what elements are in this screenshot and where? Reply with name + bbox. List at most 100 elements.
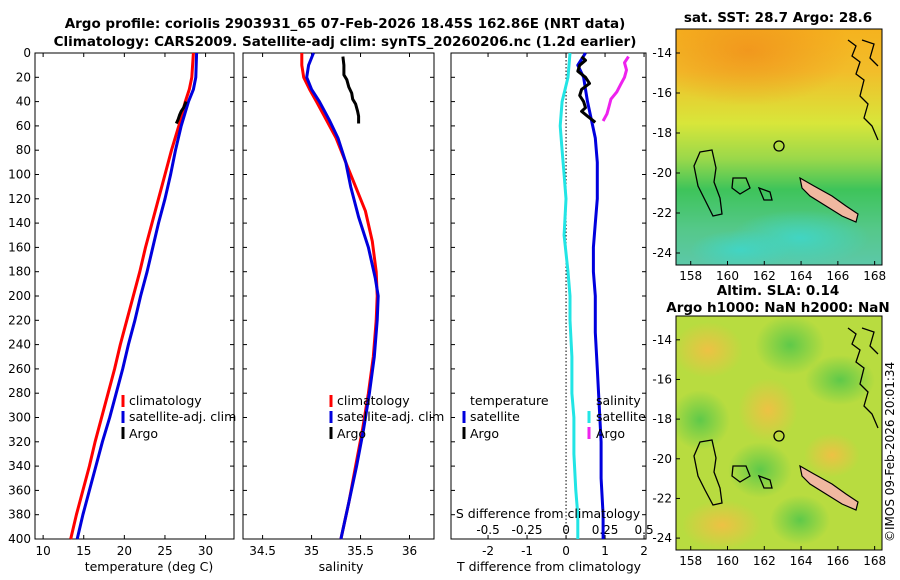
- series-line-s-satellite: [576, 52, 605, 539]
- y-tick-label: 240: [8, 338, 31, 352]
- lon-tick-label: 166: [826, 554, 849, 568]
- legend-satellite-adj: satellite-adj. clim: [129, 409, 236, 424]
- legend-t-satellite: satellite: [470, 409, 520, 424]
- lon-tick-label: 162: [753, 554, 776, 568]
- y-tick-label: 0: [23, 46, 31, 60]
- header-line-1: Argo profile: coriolis 2903931_65 07-Feb…: [65, 16, 626, 32]
- difference-legend-temperature: temperature satellite Argo: [462, 393, 549, 441]
- series-line-t-argo: [576, 55, 597, 124]
- y-tick-label: 360: [8, 483, 31, 497]
- secondary-x-tick-label: 0.25: [592, 523, 619, 537]
- series-line-argo: [174, 101, 188, 125]
- legend-argo: Argo: [337, 426, 366, 441]
- series-line-argo: [341, 56, 361, 124]
- sst-map-ticks: 158 160 162 164 166 168 -14 -16 -18 -20 -22 -24: [652, 46, 886, 283]
- island-new-caledonia: [799, 176, 859, 223]
- island-malakula: [731, 465, 751, 483]
- series-line-satellite-adj-clim: [75, 52, 199, 540]
- y-tick-label: 80: [16, 143, 31, 157]
- axes-frame: [450, 52, 647, 540]
- y-tick-label: 220: [8, 313, 31, 327]
- temperature-xlabel: temperature (deg C): [85, 559, 214, 574]
- sla-low-patch: [770, 495, 830, 545]
- legend-argo: Argo: [129, 426, 158, 441]
- y-tick-label: 200: [8, 289, 31, 303]
- coast-islands: [861, 39, 879, 67]
- header-line-2: Climatology: CARS2009. Satellite-adj cli…: [54, 34, 637, 50]
- sla-high-patch: [738, 378, 798, 442]
- lon-tick-label: 168: [863, 269, 886, 283]
- y-tick-label: 340: [8, 459, 31, 473]
- y-tick-label: 300: [8, 411, 31, 425]
- secondary-x-tick-label: -0.5: [476, 523, 499, 537]
- sst-map: [676, 29, 882, 265]
- temperature-legend: climatology satellite-adj. clim Argo: [121, 393, 236, 441]
- island-malakula: [731, 177, 751, 195]
- x-tick-label: 35: [304, 544, 319, 558]
- s-difference-xlabel: S difference from climatology: [456, 506, 641, 521]
- salinity-xlabel: salinity: [319, 559, 364, 574]
- legend-satellite-adj: satellite-adj. clim: [337, 409, 444, 424]
- sla-map-frame: [675, 315, 883, 551]
- sla-low-patch: [728, 442, 792, 498]
- island-espiritu-santo: [693, 439, 723, 506]
- sla-low-patch: [676, 390, 730, 450]
- island-new-caledonia: [799, 464, 859, 511]
- y-tick-label: 280: [8, 386, 31, 400]
- y-tick-label: 140: [8, 216, 31, 230]
- legend-climatology: climatology: [129, 393, 202, 408]
- y-tick-label: 120: [8, 192, 31, 206]
- x-tick-label: 1: [601, 544, 609, 558]
- sst-map-title: sat. SST: 28.7 Argo: 28.6: [684, 10, 872, 26]
- lat-tick-label: -24: [652, 246, 672, 260]
- series-line-s-argo: [601, 55, 630, 122]
- y-tick-label: 100: [8, 168, 31, 182]
- island-espiritu-santo: [693, 149, 723, 217]
- x-tick-label: -2: [482, 544, 494, 558]
- lat-tick-label: -14: [652, 46, 672, 60]
- secondary-x-tick-label: -0.25: [512, 523, 543, 537]
- x-tick-label: 35.5: [347, 544, 374, 558]
- series-line-t-satellite: [558, 52, 580, 539]
- x-tick-label: -1: [521, 544, 533, 558]
- lat-tick-label: -14: [652, 333, 672, 347]
- temperature-panel: 0 20 40 60 80 100 120 140 160 180 200 220 240 260 280 3…: [8, 46, 235, 558]
- legend-title-temperature: temperature: [470, 393, 549, 408]
- legend-climatology: climatology: [337, 393, 410, 408]
- t-difference-xlabel: T difference from climatology: [456, 559, 642, 574]
- lat-tick-label: -22: [652, 491, 672, 505]
- series-line-satellite-adj-clim: [305, 52, 380, 540]
- x-tick-label: 2: [640, 544, 648, 558]
- difference-legend-salinity: salinity satellite Argo: [587, 393, 646, 441]
- lat-tick-label: -16: [652, 372, 672, 386]
- lon-tick-label: 168: [863, 554, 886, 568]
- x-tick-label: 30: [198, 544, 213, 558]
- imos-timestamp: ©IMOS 09-Feb-2026 20:01:34: [883, 362, 897, 542]
- lon-tick-label: 158: [679, 269, 702, 283]
- sla-high-patch: [804, 433, 860, 477]
- y-tick-label: 20: [16, 70, 31, 84]
- lat-tick-label: -16: [652, 86, 672, 100]
- island-small: [773, 430, 785, 442]
- lon-tick-label: 158: [679, 554, 702, 568]
- x-tick-label: 34.5: [249, 544, 276, 558]
- legend-t-argo: Argo: [470, 426, 499, 441]
- sla-map-ticks: 158 160 162 164 166 168 -14 -16 -18 -20 -22 -24: [652, 333, 886, 568]
- lat-tick-label: -20: [652, 166, 672, 180]
- lon-tick-label: 160: [716, 269, 739, 283]
- sst-map-frame: [675, 28, 883, 266]
- coastlines: [693, 327, 879, 511]
- x-tick-label: 36: [402, 544, 417, 558]
- y-tick-label: 180: [8, 265, 31, 279]
- series-line-climatology: [69, 52, 195, 540]
- island-epi: [757, 186, 773, 201]
- sla-high-patch: [676, 322, 743, 378]
- sst-warm-patch: [676, 29, 882, 139]
- lat-tick-label: -24: [652, 531, 672, 545]
- lon-tick-label: 166: [826, 269, 849, 283]
- x-tick-label: 15: [76, 544, 91, 558]
- island-epi: [757, 474, 773, 489]
- x-tick-label: 20: [117, 544, 132, 558]
